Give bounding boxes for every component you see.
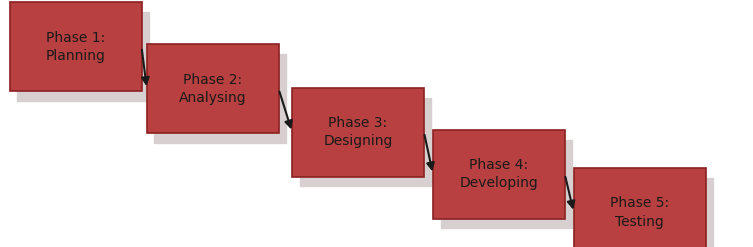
Text: Phase 4:
Developing: Phase 4: Developing bbox=[459, 158, 538, 190]
FancyBboxPatch shape bbox=[300, 98, 431, 186]
FancyBboxPatch shape bbox=[433, 130, 565, 219]
FancyBboxPatch shape bbox=[10, 2, 142, 91]
Text: Phase 2:
Analysing: Phase 2: Analysing bbox=[179, 73, 246, 105]
FancyBboxPatch shape bbox=[292, 88, 424, 177]
Text: Phase 3:
Designing: Phase 3: Designing bbox=[323, 116, 393, 148]
Text: Phase 5:
Testing: Phase 5: Testing bbox=[610, 196, 669, 229]
FancyBboxPatch shape bbox=[574, 168, 706, 247]
FancyBboxPatch shape bbox=[147, 44, 279, 133]
FancyBboxPatch shape bbox=[441, 140, 572, 228]
FancyBboxPatch shape bbox=[17, 12, 149, 101]
FancyBboxPatch shape bbox=[154, 54, 286, 143]
Text: Phase 1:
Planning: Phase 1: Planning bbox=[46, 31, 105, 63]
FancyBboxPatch shape bbox=[581, 178, 713, 247]
